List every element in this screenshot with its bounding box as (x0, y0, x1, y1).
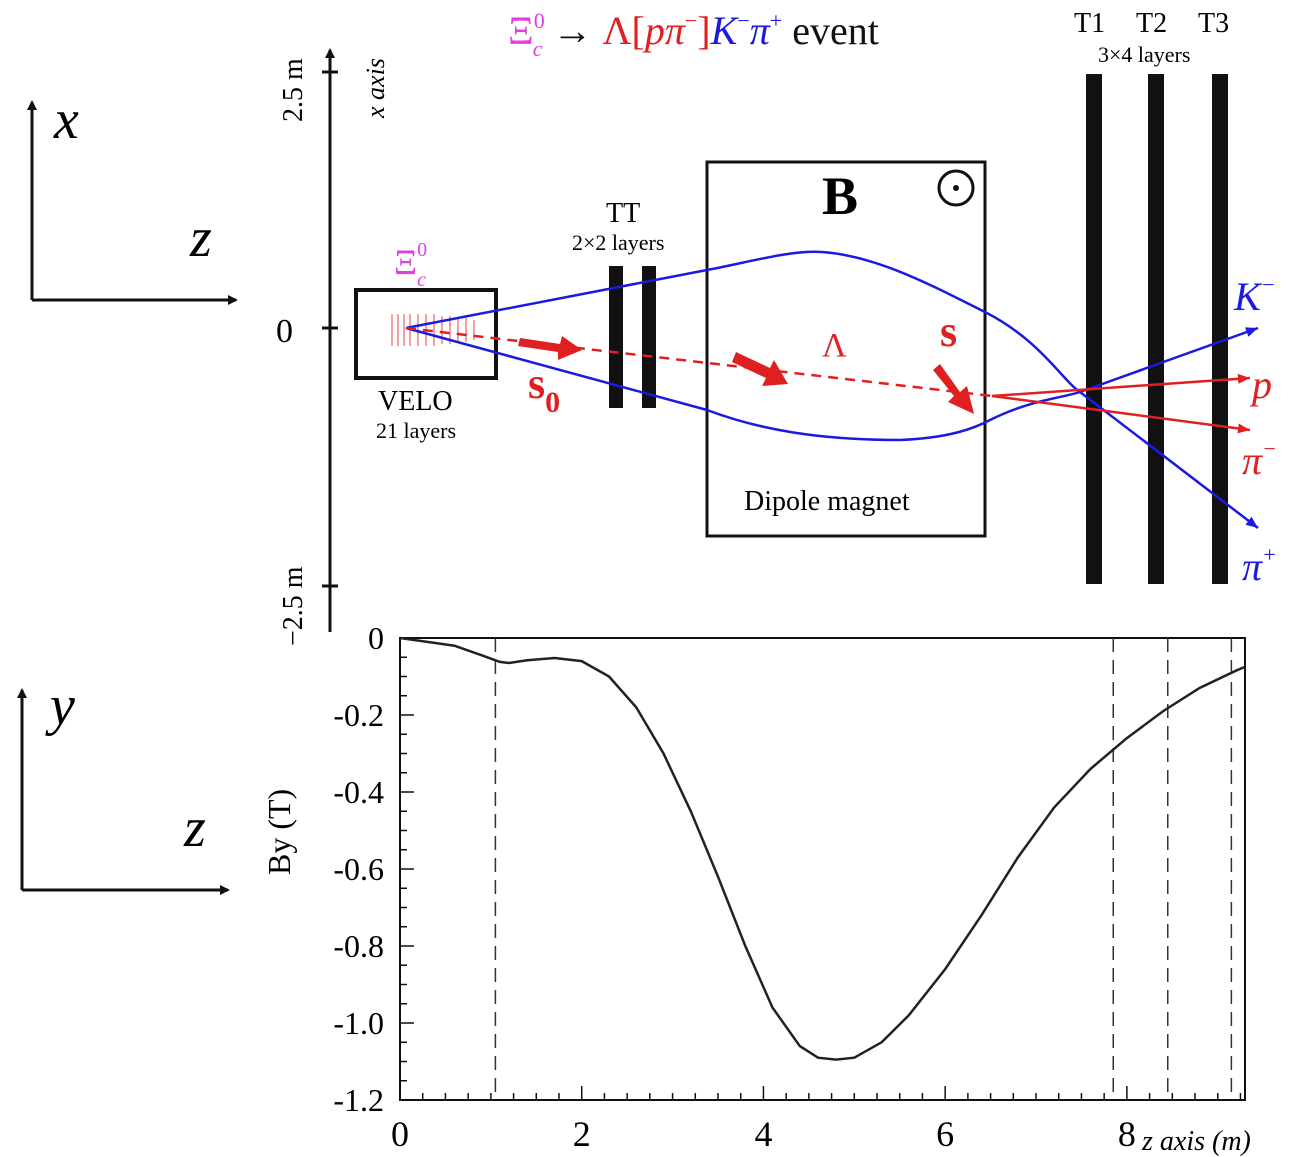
velo-layers: 21 layers (376, 418, 456, 443)
y-tick-label: -1.2 (333, 1082, 384, 1118)
magnet-field-label: B (822, 166, 858, 226)
pi-minus-track (991, 394, 1251, 434)
field-chart: 0 2 4 6 8 0 -0.2 -0.4 -0.6 -0.8 -1.0 -1.2 By (T) z … (261, 620, 1251, 1157)
y-tick-label: 0 (368, 620, 384, 656)
tt-layers: 2×2 layers (572, 230, 664, 255)
y-axis-label: By (T) (261, 789, 297, 875)
x-tick-label: 6 (936, 1114, 954, 1154)
lambda-label: Λ (822, 327, 847, 364)
pi-plus-label: π+ (1242, 542, 1277, 589)
x-axis-title: x axis (361, 58, 390, 119)
t-stations: T1 T2 T3 3×4 layers (1074, 8, 1229, 584)
s-label: s (940, 307, 957, 356)
field-curve (399, 636, 1246, 1061)
y-tick-label: -1.0 (333, 1005, 384, 1041)
x-tick-label: 8 (1118, 1114, 1136, 1154)
y-tick-label: -0.2 (333, 697, 384, 733)
velo-name: VELO (378, 386, 453, 417)
xz-axes-indicator: x z (27, 89, 238, 305)
x-axis-label: z axis (m) (1141, 1126, 1251, 1157)
field-out-of-page-icon (937, 169, 975, 207)
y-axis-letter: y (45, 675, 75, 737)
tick-bottom: −2.5 m (278, 566, 309, 646)
s-arrow (933, 364, 974, 414)
chart-ticks (399, 637, 1242, 1101)
x-tick-label: 4 (754, 1114, 772, 1154)
s0-arrow (518, 336, 582, 360)
tt-station: TT 2×2 layers (572, 198, 664, 408)
t-layers: 3×4 layers (1098, 42, 1190, 67)
lambda-track (405, 326, 993, 398)
spin-arrows (518, 336, 974, 414)
lambda-spin-arrow (732, 352, 788, 386)
xi-c0-symbol: Ξ0 c (394, 239, 427, 291)
z-axis-letter-top: z (189, 207, 212, 269)
y-tick-label: -0.4 (333, 774, 384, 810)
decay-title: Ξ0 c → Λ[pπ−]K−π+ event (508, 8, 879, 61)
y-tick-label: -0.8 (333, 928, 384, 964)
chart-dashed-lines (494, 638, 1233, 1100)
chart-tick-labels: 0 2 4 6 8 0 -0.2 -0.4 -0.6 -0.8 -1.0 -1.2 (333, 620, 1136, 1154)
pi-plus-track (405, 326, 1259, 442)
proton-track (991, 373, 1251, 398)
tick-zero: 0 (276, 313, 293, 350)
tracks (405, 250, 1259, 529)
x-axis-letter: x (53, 89, 79, 151)
magnet-name: Dipole magnet (744, 486, 910, 517)
yz-axes-indicator: y z (17, 675, 230, 895)
s0-label: s0 (528, 359, 560, 419)
pi-minus-label: π− (1242, 436, 1277, 483)
t3-label: T3 (1198, 8, 1229, 39)
proton-label: p (1249, 362, 1272, 407)
t2-label: T2 (1136, 8, 1167, 39)
z-axis-letter-bottom: z (183, 797, 206, 859)
detector-x-axis: x axis 2.5 m 0 −2.5 m (276, 48, 390, 646)
tt-name: TT (606, 198, 640, 229)
velo-detector: VELO 21 layers (354, 288, 498, 443)
k-minus-label: K− (1233, 272, 1276, 319)
chart-frame (399, 637, 1246, 1101)
x-tick-label: 2 (573, 1114, 591, 1154)
y-tick-label: -0.6 (333, 851, 384, 887)
k-minus-track (405, 250, 1259, 529)
tick-top: 2.5 m (278, 58, 309, 122)
x-tick-label: 0 (391, 1114, 409, 1154)
dipole-magnet: B Dipole magnet (705, 160, 987, 538)
t1-label: T1 (1074, 8, 1105, 39)
